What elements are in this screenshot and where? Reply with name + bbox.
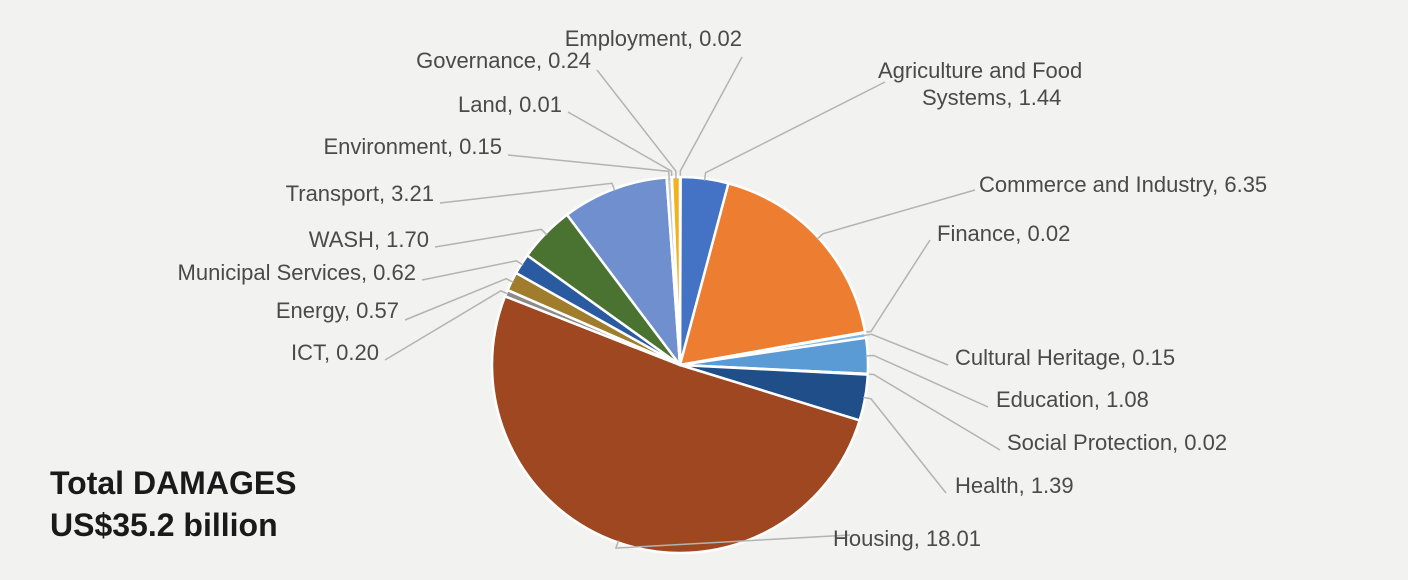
- slice-label-wash: WASH, 1.70: [309, 227, 429, 252]
- slice-label-health: Health, 1.39: [955, 473, 1074, 498]
- slice-label-agriculture-and-food-systems: Agriculture and Food Systems, 1.44: [878, 58, 1082, 110]
- slice-label-cultural-heritage: Cultural Heritage, 0.15: [955, 345, 1175, 370]
- leader-line-housing: [614, 534, 851, 549]
- slice-label-energy: Energy, 0.57: [276, 298, 399, 323]
- slice-label-employment: Employment, 0.02: [565, 26, 742, 51]
- leader-line-cultural-heritage: [863, 333, 949, 366]
- total-damages-amount: US$35.2 billion: [50, 507, 278, 543]
- leader-line-health: [863, 396, 947, 494]
- slice-label-environment: Environment, 0.15: [323, 134, 502, 159]
- slice-label-ict: ICT, 0.20: [291, 340, 379, 365]
- slice-label-social-protection: Social Protection, 0.02: [1007, 430, 1227, 455]
- slice-label-housing: Housing, 18.01: [833, 526, 981, 551]
- slice-label-land: Land, 0.01: [458, 92, 562, 117]
- leader-line-transport: [439, 182, 616, 204]
- leader-line-energy: [404, 277, 514, 321]
- slice-label-education: Education, 1.08: [996, 387, 1149, 412]
- total-damages-caption: Total DAMAGES US$35.2 billion: [50, 462, 297, 546]
- leader-line-ict: [384, 290, 509, 361]
- slice-label-finance: Finance, 0.02: [937, 221, 1070, 246]
- leader-line-municipal-services: [421, 259, 524, 281]
- slice-label-commerce-and-industry: Commerce and Industry, 6.35: [979, 172, 1267, 197]
- slice-label-transport: Transport, 3.21: [286, 181, 434, 206]
- leader-line-social-protection: [865, 373, 1001, 451]
- slice-label-governance: Governance, 0.24: [416, 48, 591, 73]
- leader-line-agriculture-and-food-systems: [703, 81, 886, 181]
- leader-line-education: [865, 354, 989, 408]
- leader-line-environment: [507, 154, 670, 180]
- leader-line-finance: [863, 239, 931, 334]
- slice-label-municipal-services: Municipal Services, 0.62: [178, 260, 416, 285]
- leader-line-governance: [596, 69, 677, 180]
- leader-line-employment: [679, 56, 743, 180]
- total-damages-title: Total DAMAGES: [50, 465, 297, 501]
- leader-line-wash: [434, 228, 548, 248]
- leader-line-commerce-and-industry: [816, 189, 976, 240]
